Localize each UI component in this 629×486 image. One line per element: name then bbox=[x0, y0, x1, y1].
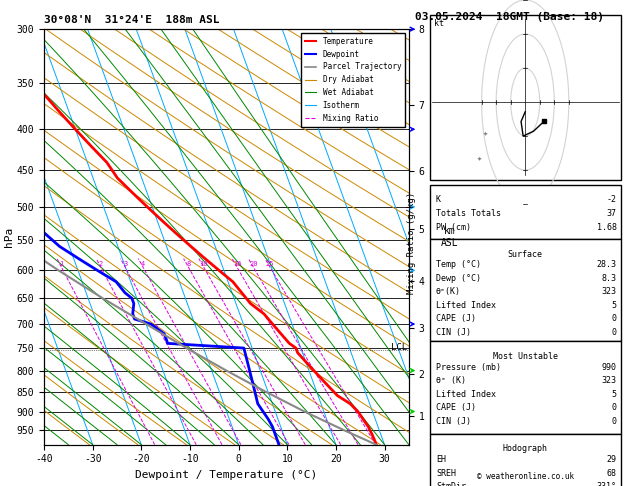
Text: 5: 5 bbox=[611, 301, 616, 310]
Text: 3: 3 bbox=[123, 261, 128, 267]
Bar bbox=[430, 434, 621, 486]
Bar bbox=[430, 239, 621, 341]
Text: CAPE (J): CAPE (J) bbox=[436, 403, 476, 413]
Text: EH: EH bbox=[436, 455, 446, 464]
Text: 10: 10 bbox=[199, 261, 208, 267]
Bar bbox=[430, 341, 621, 434]
Text: 5: 5 bbox=[611, 390, 616, 399]
Text: 20: 20 bbox=[249, 261, 258, 267]
Text: SREH: SREH bbox=[436, 469, 456, 478]
Text: kt: kt bbox=[434, 19, 444, 29]
Text: -2: -2 bbox=[606, 195, 616, 205]
Text: Hodograph: Hodograph bbox=[503, 444, 548, 453]
Text: 37: 37 bbox=[606, 209, 616, 218]
Y-axis label: hPa: hPa bbox=[4, 227, 14, 247]
Text: 4: 4 bbox=[141, 261, 145, 267]
Text: © weatheronline.co.uk: © weatheronline.co.uk bbox=[477, 472, 574, 481]
Text: θᵉ (K): θᵉ (K) bbox=[436, 376, 466, 385]
Text: 1: 1 bbox=[60, 261, 64, 267]
Text: StmDir: StmDir bbox=[436, 482, 466, 486]
Text: Lifted Index: Lifted Index bbox=[436, 301, 496, 310]
Text: CIN (J): CIN (J) bbox=[436, 328, 471, 337]
Text: 1.68: 1.68 bbox=[596, 223, 616, 232]
Text: Temp (°C): Temp (°C) bbox=[436, 260, 481, 270]
Text: Most Unstable: Most Unstable bbox=[493, 352, 558, 361]
Text: 8.3: 8.3 bbox=[601, 274, 616, 283]
Legend: Temperature, Dewpoint, Parcel Trajectory, Dry Adiabat, Wet Adiabat, Isotherm, Mi: Temperature, Dewpoint, Parcel Trajectory… bbox=[301, 33, 405, 126]
Text: 68: 68 bbox=[606, 469, 616, 478]
Text: 0: 0 bbox=[611, 328, 616, 337]
Text: 331°: 331° bbox=[596, 482, 616, 486]
X-axis label: Dewpoint / Temperature (°C): Dewpoint / Temperature (°C) bbox=[135, 470, 318, 480]
Text: θᵉ(K): θᵉ(K) bbox=[436, 287, 461, 296]
Text: 0: 0 bbox=[611, 403, 616, 413]
Text: 03.05.2024  18GMT (Base: 18): 03.05.2024 18GMT (Base: 18) bbox=[415, 12, 604, 22]
Text: Surface: Surface bbox=[508, 250, 543, 259]
Text: 2: 2 bbox=[99, 261, 103, 267]
Text: Lifted Index: Lifted Index bbox=[436, 390, 496, 399]
Text: LCL: LCL bbox=[391, 343, 408, 352]
Text: Mixing Ratio (g/kg): Mixing Ratio (g/kg) bbox=[408, 192, 416, 294]
Text: 8: 8 bbox=[186, 261, 191, 267]
Text: ✦: ✦ bbox=[483, 129, 488, 138]
Text: CIN (J): CIN (J) bbox=[436, 417, 471, 426]
Text: K: K bbox=[436, 195, 441, 205]
Text: Totals Totals: Totals Totals bbox=[436, 209, 501, 218]
Text: CAPE (J): CAPE (J) bbox=[436, 314, 476, 323]
Text: 30°08'N  31°24'E  188m ASL: 30°08'N 31°24'E 188m ASL bbox=[44, 15, 220, 25]
Bar bbox=[430, 185, 621, 239]
Text: 323: 323 bbox=[601, 287, 616, 296]
Text: 16: 16 bbox=[233, 261, 242, 267]
Text: 0: 0 bbox=[611, 417, 616, 426]
Text: 28.3: 28.3 bbox=[596, 260, 616, 270]
Text: 0: 0 bbox=[611, 314, 616, 323]
Text: 323: 323 bbox=[601, 376, 616, 385]
Bar bbox=[430, 15, 621, 180]
Text: 25: 25 bbox=[266, 261, 274, 267]
Text: ✦: ✦ bbox=[477, 154, 482, 162]
Text: 990: 990 bbox=[601, 363, 616, 372]
Text: Pressure (mb): Pressure (mb) bbox=[436, 363, 501, 372]
Y-axis label: km
ASL: km ASL bbox=[441, 226, 459, 248]
Text: 29: 29 bbox=[606, 455, 616, 464]
Text: Dewp (°C): Dewp (°C) bbox=[436, 274, 481, 283]
Text: PW (cm): PW (cm) bbox=[436, 223, 471, 232]
